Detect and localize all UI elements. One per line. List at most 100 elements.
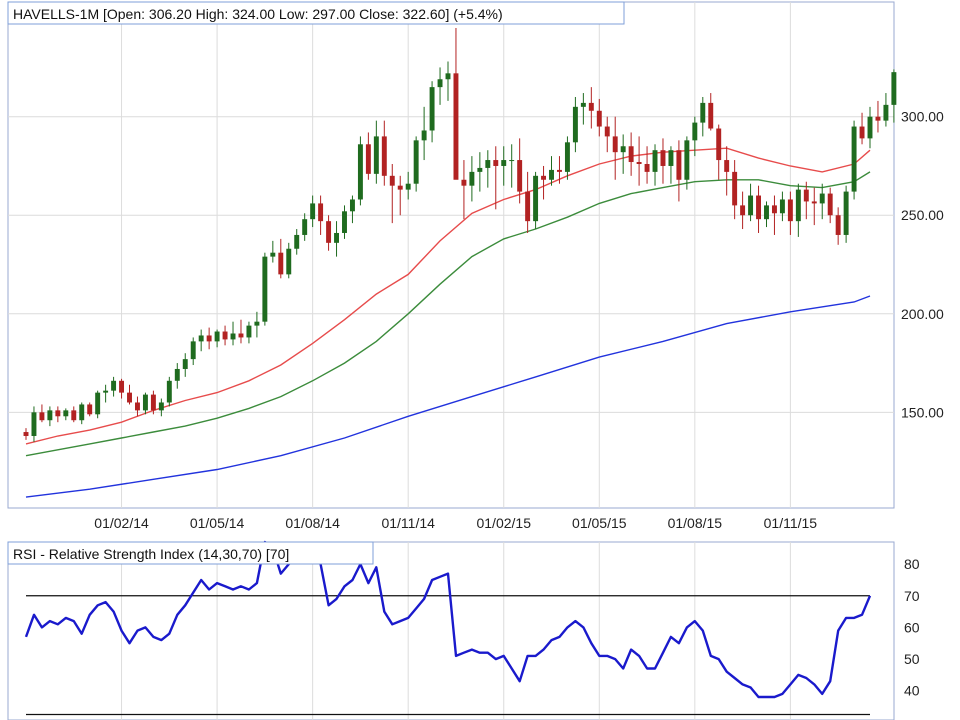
date-x-axis: 01/02/14 01/05/14 01/08/14 01/11/14 01/02/15… — [94, 515, 817, 531]
rsi-line-group — [24, 540, 872, 699]
candle-body-up — [63, 410, 69, 417]
date-x-tick-label: 01/11/15 — [764, 515, 818, 531]
price-y-axis: 150.00 200.00 250.00 300.00 — [901, 109, 944, 421]
rsi-plot-frame — [7, 541, 895, 720]
rsi-y-axis: 40 50 60 70 80 — [904, 556, 920, 699]
candle-body-down — [39, 412, 45, 421]
candle-body-up — [270, 252, 276, 257]
candle-body-down — [732, 171, 738, 206]
candle-body-down — [612, 136, 618, 153]
candle-body-up — [501, 160, 507, 166]
rsi-y-tick-label: 40 — [904, 683, 920, 699]
date-x-tick-label: 01/08/14 — [285, 515, 340, 531]
candle-body-down — [740, 205, 746, 216]
candle-body-down — [318, 203, 324, 222]
candle-body-down — [278, 252, 284, 275]
date-x-tick-label: 01/05/15 — [572, 515, 627, 531]
candle-body-down — [660, 150, 666, 166]
candle-body-up — [445, 73, 451, 80]
candle-body-up — [413, 140, 419, 184]
candle-body-down — [135, 402, 140, 411]
candle-body-up — [405, 183, 411, 190]
rsi-y-tick-label: 60 — [904, 619, 920, 635]
rsi-y-tick-label: 50 — [904, 651, 920, 667]
candle-body-down — [588, 102, 594, 111]
rsi-chart: 40 50 60 70 80 RSI - Relative Strength Index… — [7, 540, 920, 720]
candle-body-up — [477, 167, 483, 172]
price-plot-frame — [7, 1, 895, 509]
candle-body-up — [342, 211, 347, 233]
candle-body-up — [564, 142, 570, 172]
candle-body-down — [541, 175, 547, 180]
price-y-tick-label: 250.00 — [901, 207, 944, 223]
candle-body-up — [166, 380, 172, 403]
candle-body-up — [851, 126, 857, 192]
candle-body-up — [334, 232, 339, 243]
candle-body-down — [636, 162, 642, 164]
candle-body-down — [724, 160, 730, 172]
candle-body-down — [222, 331, 228, 340]
price-y-tick-label: 200.00 — [901, 306, 944, 322]
candle-body-down — [644, 163, 650, 172]
candle-body-up — [421, 130, 427, 141]
ma-mid-line — [25, 171, 871, 457]
candle-body-up — [469, 171, 475, 186]
candle-body-up — [779, 199, 785, 214]
candle-body-down — [716, 128, 722, 161]
candle-body-up — [867, 116, 873, 139]
candle-body-up — [103, 390, 109, 393]
candle-body-up — [294, 234, 300, 249]
candle-body-down — [461, 179, 467, 186]
candle-body-up — [692, 122, 698, 141]
candle-body-down — [811, 201, 817, 204]
candle-body-down — [150, 394, 156, 411]
candle-body-up — [246, 325, 252, 338]
candle-body-down — [676, 150, 682, 180]
candle-body-up — [198, 335, 204, 342]
candle-body-up — [174, 368, 180, 381]
candle-body-up — [748, 195, 754, 216]
candle-body-up — [580, 102, 586, 107]
candle-body-down — [119, 380, 125, 393]
candle-body-up — [485, 160, 491, 168]
candle-body-up — [819, 193, 825, 204]
date-x-tick-label: 01/08/15 — [668, 515, 723, 531]
candle-body-down — [835, 215, 841, 235]
price-grid — [8, 2, 894, 508]
rsi-title: RSI - Relative Strength Index (14,30,70)… — [13, 546, 289, 562]
candle-body-up — [31, 412, 37, 436]
price-title: HAVELLS-1M [Open: 306.20 High: 324.00 Lo… — [13, 6, 503, 22]
rsi-y-tick-label: 70 — [904, 588, 920, 604]
candle-body-down — [771, 205, 777, 214]
ma-long-line — [25, 295, 871, 498]
candle-body-up — [79, 404, 85, 421]
candle-body-down — [397, 185, 403, 190]
date-x-tick-label: 01/02/14 — [94, 515, 149, 531]
candle-body-up — [190, 341, 196, 360]
candle-body-up — [891, 72, 897, 105]
date-x-tick-label: 01/02/15 — [476, 515, 531, 531]
candle-body-down — [127, 392, 132, 403]
candle-body-up — [795, 189, 801, 222]
rsi-reference-lines — [26, 595, 870, 716]
candle-body-up — [286, 248, 292, 275]
candle-body-up — [158, 402, 164, 411]
candle-body-down — [389, 175, 395, 186]
candlesticks — [23, 28, 897, 442]
rsi-y-tick-label: 80 — [904, 556, 920, 572]
candle-body-up — [509, 160, 515, 162]
candle-body-down — [365, 144, 371, 174]
candle-body-up — [182, 359, 188, 369]
candle-body-up — [95, 392, 101, 415]
candle-body-up — [214, 331, 220, 342]
candle-body-down — [326, 221, 332, 243]
candle-body-up — [310, 203, 316, 220]
date-x-tick-label: 01/11/14 — [381, 515, 435, 531]
candle-body-down — [756, 195, 761, 220]
candle-body-up — [572, 106, 578, 143]
candle-body-down — [381, 136, 387, 176]
date-x-tick-label: 01/05/14 — [190, 515, 245, 531]
candle-body-down — [787, 199, 793, 222]
candle-body-down — [71, 410, 77, 421]
candle-body-up — [843, 191, 849, 235]
